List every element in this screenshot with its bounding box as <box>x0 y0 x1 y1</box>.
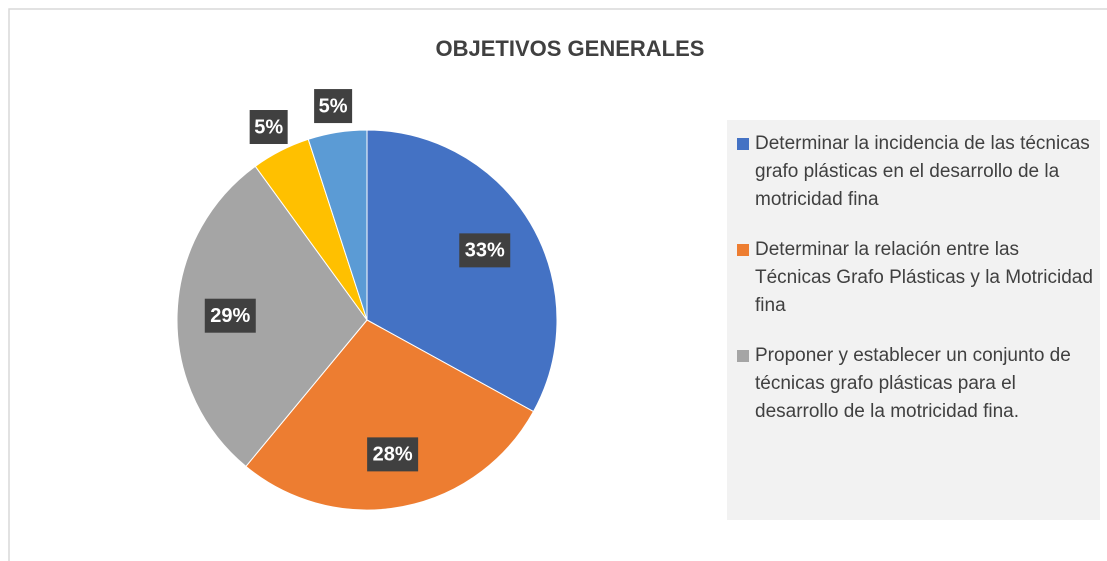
data-label-box <box>367 437 419 472</box>
data-label-box <box>459 233 511 268</box>
pie-slice <box>176 165 368 468</box>
data-label: 29% <box>210 305 250 327</box>
data-label-box <box>314 89 353 124</box>
legend-swatch <box>737 244 749 256</box>
chart-title: OBJETIVOS GENERALES <box>436 36 705 61</box>
legend-swatch <box>737 350 749 362</box>
legend-label: Determinar la incidencia de las técnicas… <box>755 133 1090 210</box>
data-label: 5% <box>319 95 348 117</box>
legend: Determinar la incidencia de las técnicas… <box>727 120 1100 520</box>
pie-slice <box>366 129 558 413</box>
legend-swatch <box>737 138 749 150</box>
pie-slice <box>307 129 368 321</box>
legend-entry: Proponer y establecer un conjunto de téc… <box>737 342 1094 426</box>
pie-slice <box>245 319 535 511</box>
data-label-box <box>204 298 256 333</box>
data-label: 33% <box>465 240 505 262</box>
data-label: 28% <box>373 444 413 466</box>
legend-label: Determinar la relación entre las Técnica… <box>755 239 1093 316</box>
legend-entry: Determinar la relación entre las Técnica… <box>737 236 1094 320</box>
data-label-box <box>249 110 288 145</box>
chart-frame <box>8 8 1107 561</box>
data-label: 5% <box>254 116 283 138</box>
legend-label: Proponer y establecer un conjunto de téc… <box>755 345 1071 422</box>
legend-entry: Determinar la incidencia de las técnicas… <box>737 130 1094 214</box>
